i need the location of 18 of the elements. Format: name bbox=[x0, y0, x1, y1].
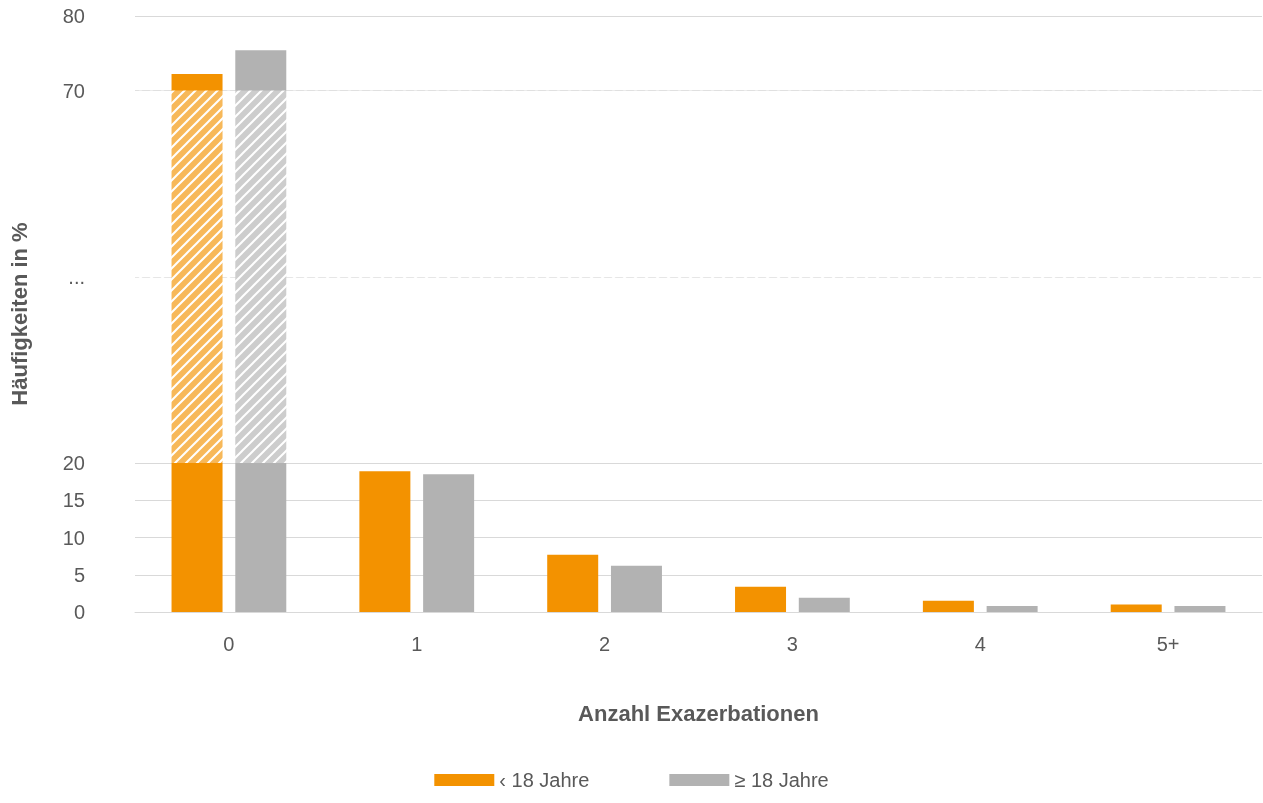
legend-label: ‹ 18 Jahre bbox=[499, 769, 590, 791]
y-tick-label: 80 bbox=[62, 5, 85, 27]
x-tick-label: 1 bbox=[411, 633, 423, 655]
y-tick-label: 5 bbox=[73, 563, 85, 586]
y-tick-label: 70 bbox=[62, 79, 85, 102]
x-axis-title: Anzahl Exazerbationen bbox=[578, 700, 819, 726]
y-tick-label: 15 bbox=[62, 489, 85, 512]
y-axis-title: Häufigkeiten in % bbox=[6, 222, 32, 406]
y-tick-label: ... bbox=[68, 265, 85, 288]
x-tick-label: 4 bbox=[974, 633, 986, 655]
x-tick-label: 2 bbox=[599, 633, 611, 655]
y-tick-label: 0 bbox=[73, 601, 85, 623]
y-tick-label: 20 bbox=[62, 452, 85, 474]
x-tick-label: 0 bbox=[223, 633, 235, 655]
x-tick-label: 5+ bbox=[1156, 633, 1180, 655]
y-tick-label: 10 bbox=[62, 526, 85, 549]
legend-label: ≥ 18 Jahre bbox=[734, 769, 829, 791]
x-tick-label: 3 bbox=[786, 633, 798, 655]
